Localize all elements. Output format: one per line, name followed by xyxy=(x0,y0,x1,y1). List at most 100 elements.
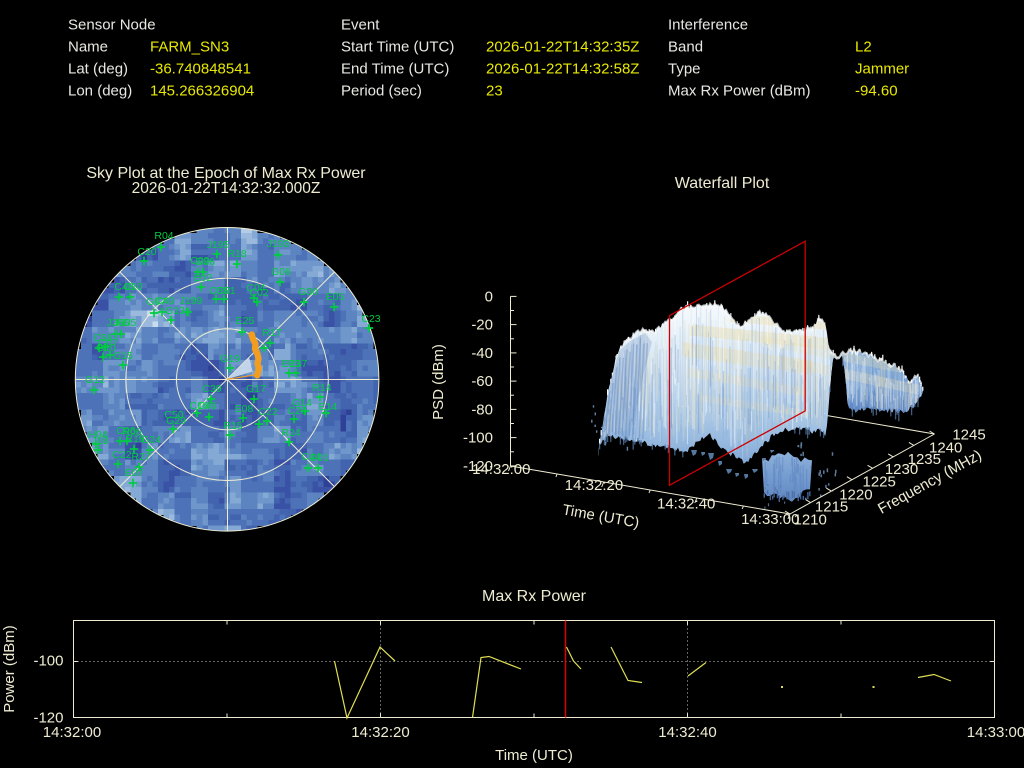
svg-text:C22: C22 xyxy=(258,406,277,418)
svg-text:R06: R06 xyxy=(122,426,141,438)
svg-text:Period (sec): Period (sec) xyxy=(341,82,422,99)
svg-text:C55: C55 xyxy=(209,285,228,297)
svg-text:C01: C01 xyxy=(216,285,235,297)
svg-text:G19: G19 xyxy=(220,353,240,365)
svg-text:G24: G24 xyxy=(141,434,161,446)
svg-text:H94: H94 xyxy=(88,429,107,441)
svg-text:C23: C23 xyxy=(361,313,380,325)
svg-text:1235: 1235 xyxy=(908,451,941,468)
svg-text:J605: J605 xyxy=(114,317,137,329)
svg-text:C40: C40 xyxy=(155,295,174,307)
svg-text:0: 0 xyxy=(485,288,493,305)
svg-text:G14: G14 xyxy=(292,397,312,409)
svg-text:R16: R16 xyxy=(125,433,144,445)
svg-text:Lat (deg): Lat (deg) xyxy=(68,60,128,77)
svg-text:G15: G15 xyxy=(113,350,133,362)
svg-text:C39: C39 xyxy=(202,383,221,395)
svg-text:C44: C44 xyxy=(301,451,320,463)
svg-text:G17: G17 xyxy=(246,383,266,395)
svg-text:PSD (dBm): PSD (dBm) xyxy=(430,344,447,420)
svg-text:E37: E37 xyxy=(289,358,308,370)
svg-text:2026-01-22T14:32:35Z: 2026-01-22T14:32:35Z xyxy=(486,38,639,55)
svg-text:1225: 1225 xyxy=(863,474,896,491)
svg-text:Sky Plot at the Epoch of Max R: Sky Plot at the Epoch of Max Rx Power xyxy=(86,165,366,182)
svg-text:J305: J305 xyxy=(107,317,130,329)
svg-text:E08: E08 xyxy=(235,403,254,415)
svg-text:R04: R04 xyxy=(154,230,173,242)
svg-text:C20: C20 xyxy=(137,246,156,258)
svg-text:1220: 1220 xyxy=(839,487,872,504)
svg-text:C22: C22 xyxy=(112,449,131,461)
svg-text:G06: G06 xyxy=(271,266,291,278)
svg-text:Jammer: Jammer xyxy=(855,60,909,77)
svg-text:-120: -120 xyxy=(33,710,63,727)
svg-text:Interference: Interference xyxy=(668,16,748,33)
svg-text:C96: C96 xyxy=(116,425,135,437)
svg-text:2026-01-22T14:32:32.000Z: 2026-01-22T14:32:32.000Z xyxy=(132,180,321,197)
svg-text:E03: E03 xyxy=(282,358,301,370)
svg-text:R14: R14 xyxy=(312,382,331,394)
svg-text:Sensor Node: Sensor Node xyxy=(68,16,156,33)
svg-text:C48: C48 xyxy=(114,281,133,293)
svg-text:-40: -40 xyxy=(471,345,493,362)
svg-text:C28: C28 xyxy=(287,405,306,417)
svg-text:2026-01-22T14:32:58Z: 2026-01-22T14:32:58Z xyxy=(486,60,639,77)
svg-text:14:33:00: 14:33:00 xyxy=(967,724,1024,741)
svg-text:14:32:40: 14:32:40 xyxy=(658,724,716,741)
svg-text:G36: G36 xyxy=(195,256,215,268)
svg-text:Type: Type xyxy=(668,60,701,77)
svg-text:Max Rx Power (dBm): Max Rx Power (dBm) xyxy=(668,82,811,99)
svg-text:FARM_SN3: FARM_SN3 xyxy=(150,38,229,55)
svg-text:1210: 1210 xyxy=(794,511,827,528)
svg-text:R18: R18 xyxy=(227,248,246,260)
svg-text:Start Time (UTC): Start Time (UTC) xyxy=(341,38,454,55)
svg-text:-36.740848541: -36.740848541 xyxy=(150,60,251,77)
svg-text:C04: C04 xyxy=(246,282,265,294)
svg-text:Name: Name xyxy=(68,38,108,55)
svg-text:G12: G12 xyxy=(85,374,105,386)
svg-text:R27: R27 xyxy=(131,451,150,463)
svg-text:E05: E05 xyxy=(326,291,345,303)
svg-text:-20: -20 xyxy=(471,317,493,334)
svg-text:E14: E14 xyxy=(319,401,338,413)
svg-text:Waterfall Plot: Waterfall Plot xyxy=(675,175,770,192)
svg-text:E07: E07 xyxy=(125,467,144,479)
svg-text:14:33:00: 14:33:00 xyxy=(741,511,799,528)
svg-text:14:32:20: 14:32:20 xyxy=(351,724,409,741)
svg-text:End Time (UTC): End Time (UTC) xyxy=(341,60,449,77)
svg-text:J193: J193 xyxy=(267,238,290,250)
svg-text:R24: R24 xyxy=(281,427,300,439)
svg-text:23: 23 xyxy=(486,82,503,99)
svg-text:Event: Event xyxy=(341,16,380,33)
svg-text:G07: G07 xyxy=(146,296,166,308)
svg-text:C07: C07 xyxy=(98,337,117,349)
svg-text:G30: G30 xyxy=(298,286,318,298)
svg-text:1240: 1240 xyxy=(929,440,962,457)
svg-text:C16: C16 xyxy=(189,400,208,412)
svg-text:G13: G13 xyxy=(165,305,185,317)
svg-text:C10: C10 xyxy=(123,281,142,293)
svg-text:14:32:40: 14:32:40 xyxy=(657,495,715,512)
svg-text:J18: J18 xyxy=(92,435,109,447)
svg-text:Time (UTC): Time (UTC) xyxy=(495,747,573,764)
svg-text:R15: R15 xyxy=(223,420,242,432)
svg-text:G10: G10 xyxy=(96,342,116,354)
svg-text:L2: L2 xyxy=(855,38,872,55)
svg-text:14:32:00: 14:32:00 xyxy=(472,461,530,478)
svg-text:145.266326904: 145.266326904 xyxy=(150,82,254,99)
svg-text:-94.60: -94.60 xyxy=(855,82,898,99)
svg-text:C09: C09 xyxy=(190,255,209,267)
svg-text:1245: 1245 xyxy=(952,427,985,444)
svg-text:-100: -100 xyxy=(33,653,63,670)
svg-text:R17: R17 xyxy=(262,327,281,339)
svg-text:Power (dBm): Power (dBm) xyxy=(1,625,18,713)
svg-text:-120: -120 xyxy=(463,458,493,475)
svg-text:J199: J199 xyxy=(180,295,203,307)
svg-text:Lon (deg): Lon (deg) xyxy=(68,82,132,99)
svg-text:14:32:20: 14:32:20 xyxy=(565,477,623,494)
svg-text:1215: 1215 xyxy=(815,499,848,516)
svg-text:1230: 1230 xyxy=(885,461,918,478)
svg-text:14:32:00: 14:32:00 xyxy=(43,724,101,741)
svg-text:G01: G01 xyxy=(309,452,329,464)
svg-text:J195: J195 xyxy=(207,239,230,251)
